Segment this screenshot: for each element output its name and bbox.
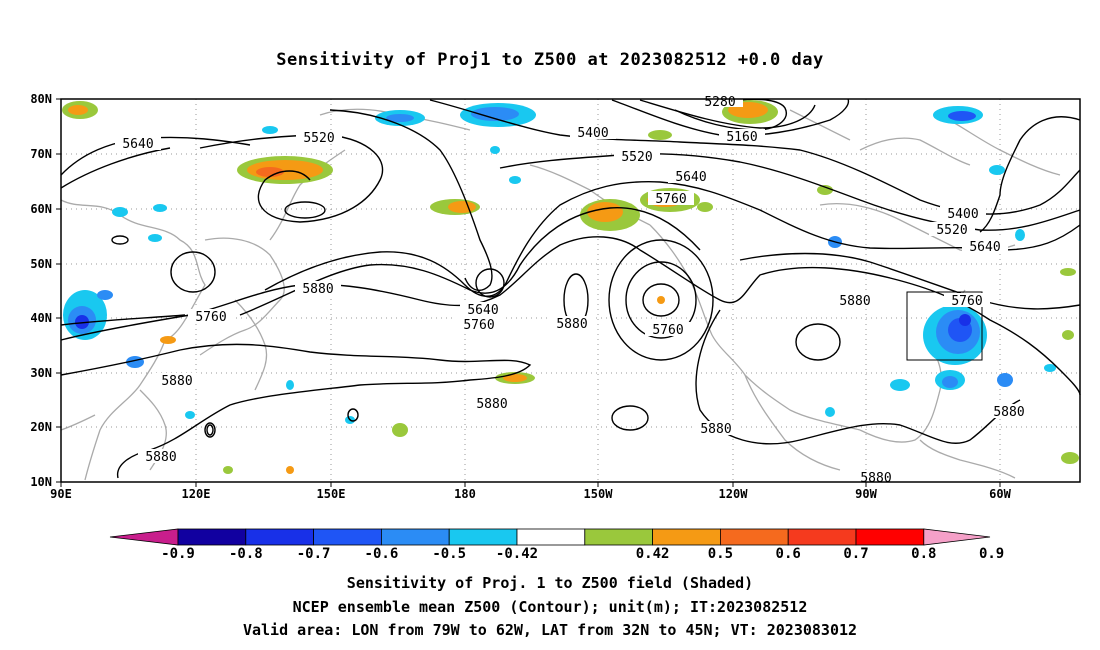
y-axis-label: 60N	[30, 202, 52, 216]
x-axis-label: 120E	[182, 487, 211, 501]
valid-area-box	[906, 291, 983, 361]
contour-label: 5640	[969, 240, 1000, 255]
contour-label: 5760	[652, 323, 683, 338]
colorbar-swatch	[720, 528, 789, 546]
contour-label: 5880	[556, 317, 587, 332]
contour-label: 5880	[993, 405, 1024, 420]
contour-labels: 5640 5520 5400 5280 5160 5520 5640 5760 …	[115, 95, 1032, 486]
contour-label: 5760	[463, 318, 494, 333]
contour-label: 5520	[303, 131, 334, 146]
contour-label: 5880	[860, 471, 891, 486]
chart-title: Sensitivity of Proj1 to Z500 at 20230825…	[276, 50, 824, 70]
colorbar-label: 0.7	[843, 546, 868, 562]
colorbar-label: -0.9	[161, 546, 195, 562]
contour-label: 5640	[122, 137, 153, 152]
contour-label: 5760	[655, 192, 686, 207]
contour-label: 5640	[675, 170, 706, 185]
contour-label: 5400	[947, 207, 978, 222]
colorbar-label: -0.42	[496, 546, 538, 562]
colorbar-swatch	[652, 528, 721, 546]
x-axis-label: 60W	[989, 487, 1011, 501]
footer-line-2: NCEP ensemble mean Z500 (Contour); unit(…	[292, 598, 808, 616]
y-axis-label: 40N	[30, 311, 52, 325]
colorbar: -0.9 -0.8 -0.7 -0.6 -0.5 -0.42 0.42 0.5 0.6 0.7 0.…	[109, 528, 1004, 562]
x-axis-label: 120W	[719, 487, 749, 501]
colorbar-label: -0.6	[365, 546, 399, 562]
y-axis-label: 50N	[30, 257, 52, 271]
colorbar-swatch	[380, 528, 450, 546]
contour-label: 5880	[476, 397, 507, 412]
colorbar-swatch	[855, 528, 925, 546]
footer-line-3: Valid area: LON from 79W to 62W, LAT fro…	[242, 621, 858, 639]
y-axis-label: 10N	[30, 475, 52, 489]
colorbar-swatch	[787, 528, 857, 546]
contour-label: 5880	[302, 282, 333, 297]
x-axis-label: 180	[454, 487, 476, 501]
contour-label: 5760	[951, 294, 982, 309]
x-axis-label: 150W	[584, 487, 614, 501]
colorbar-label: 0.5	[708, 546, 733, 562]
x-axis-label: 150E	[317, 487, 346, 501]
y-axis-label: 20N	[30, 420, 52, 434]
contour-label: 5880	[839, 294, 870, 309]
colorbar-label: 0.8	[911, 546, 936, 562]
colorbar-swatch	[177, 528, 247, 546]
contour-label: 5400	[577, 126, 608, 141]
y-axis-label: 80N	[30, 92, 52, 106]
x-axis-label: 90W	[855, 487, 877, 501]
contour-label: 5160	[726, 130, 757, 145]
colorbar-label: 0.9	[979, 546, 1004, 562]
colorbar-label: -0.5	[432, 546, 466, 562]
contour-label: 5520	[621, 150, 652, 165]
colorbar-high-tip	[923, 528, 991, 546]
colorbar-label: 0.42	[636, 546, 670, 562]
x-axis-label: 90E	[50, 487, 72, 501]
y-axis-label: 70N	[30, 147, 52, 161]
z500-contours	[60, 98, 1081, 479]
contour-label: 5640	[467, 303, 498, 318]
contour-label: 5880	[700, 422, 731, 437]
contour-label: 5880	[145, 450, 176, 465]
colorbar-swatch	[584, 528, 653, 546]
colorbar-label: -0.7	[297, 546, 331, 562]
contour-label: 5880	[161, 374, 192, 389]
footer-line-1: Sensitivity of Proj. 1 to Z500 field (Sh…	[346, 574, 754, 592]
map-frame	[60, 98, 1081, 483]
colorbar-low-tip	[109, 528, 179, 546]
colorbar-swatch	[516, 528, 586, 546]
contour-label: 5520	[936, 223, 967, 238]
contour-label: 5760	[195, 310, 226, 325]
colorbar-label: 0.6	[776, 546, 801, 562]
colorbar-label: -0.8	[229, 546, 263, 562]
colorbar-swatch	[313, 528, 382, 546]
contour-label: 5280	[704, 95, 735, 110]
y-axis-label: 30N	[30, 366, 52, 380]
colorbar-swatch	[448, 528, 518, 546]
colorbar-swatch	[245, 528, 315, 546]
